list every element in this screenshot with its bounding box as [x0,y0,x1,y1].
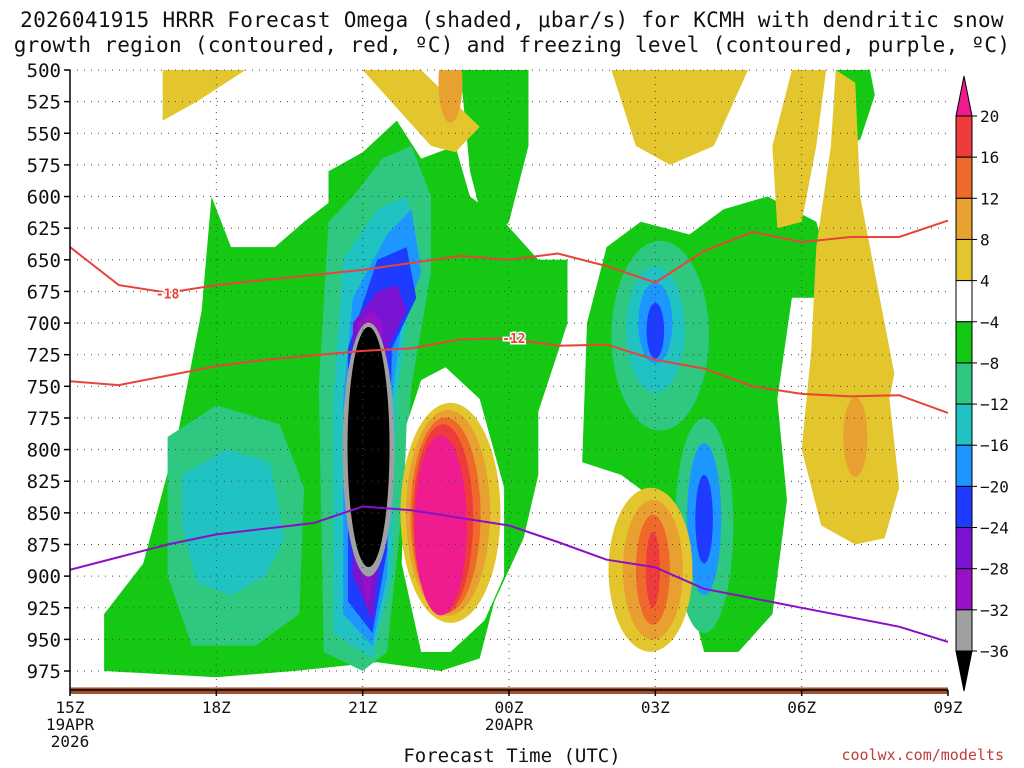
y-tick-label-575: 575 [27,155,61,177]
y-tick-label-825: 825 [27,471,61,493]
colorbar-bin-top [955,75,973,117]
omega-shading [104,70,900,678]
y-tick-label-975: 975 [27,661,61,683]
y-tick-label-700: 700 [27,313,61,335]
x-tick-sublabel-00Z-0: 20APR [485,715,534,734]
title-line-1: 2026041915 HRRR Forecast Omega (shaded, … [20,8,1004,32]
y-tick-label-850: 850 [27,503,61,525]
contour-line-1 [70,337,948,414]
colorbar-label-5: −4 [980,313,999,332]
colorbar-label-2: 12 [980,189,999,208]
colorbar-bin-1 [955,115,973,158]
omega-yellow-upper-mid [362,70,480,153]
omega-cyan-west [182,449,285,596]
x-tick-label-18Z: 18Z [202,698,231,717]
x-tick-label-00Z: 00Z [495,698,524,717]
axes: 500 525 550 575 600 625 650 675 700 725 750 775 800 8… [27,60,963,751]
y-tick-label-900: 900 [27,566,61,588]
colorbar-label-11: −28 [980,560,1009,579]
omega-yellow-upper-left [162,70,246,121]
colorbar-bin-3 [955,197,973,240]
x-axis-label: Forecast Time (UTC) [403,745,621,767]
colorbar-bin-8 [955,403,973,446]
colorbar-bin-bottom [955,650,973,692]
x-tick-label-03Z: 03Z [641,698,670,717]
colorbar-label-3: 8 [980,230,990,249]
y-tick-label-675: 675 [27,281,61,303]
y-tick-label-925: 925 [27,598,61,620]
colorbar-bin-7 [955,362,973,405]
x-tick-label-21Z: 21Z [348,698,377,717]
colorbar-bin-11 [955,527,973,570]
x-tick-sublabel-15Z-0: 19APR [46,715,95,734]
colorbar-label-0: 20 [980,107,999,126]
colorbar-bin-9 [955,444,973,487]
colorbar-label-10: −24 [980,519,1009,538]
omega-green-upper-column [460,70,529,248]
colorbar: 20 16 12 8 4 −4 −8 −12 −16 −20 −24 −28 −32 −36 [955,75,1009,692]
y-tick-label-625: 625 [27,218,61,240]
colorbar-bin-2 [955,156,973,199]
colorbar-bin-12 [955,568,973,611]
colorbar-bin-6 [955,321,973,364]
y-tick-label-875: 875 [27,534,61,556]
y-tick-label-650: 650 [27,250,61,272]
y-tick-label-750: 750 [27,376,61,398]
omega-blue-east [646,302,665,359]
colorbar-label-13: −36 [980,642,1009,661]
y-tick-label-600: 600 [27,187,61,209]
colorbar-label-7: −12 [980,395,1009,414]
omega-orange-east [843,396,868,477]
omega-yellow-east-column [801,70,900,545]
colorbar-label-4: 4 [980,272,990,291]
x-tick-label-15Z: 15Z [56,698,85,717]
omega-orange-upper-mid [438,70,463,123]
colorbar-label-9: −20 [980,477,1009,496]
contour-label--18: -18 [156,288,180,303]
omega-yellow-upper-east [611,70,748,165]
omega-descent-magenta [414,435,467,616]
omega-yellow-east-upper [772,70,827,229]
credit-text: coolwx.com/modelts [841,746,1004,764]
y-tick-label-725: 725 [27,345,61,367]
y-tick-label-800: 800 [27,440,61,462]
colorbar-label-6: −8 [980,354,999,373]
colorbar-label-12: −32 [980,601,1009,620]
y-tick-label-950: 950 [27,629,61,651]
omega-core-black [347,327,390,568]
x-tick-sublabel-15Z-1: 2026 [51,732,90,751]
colorbar-label-8: −16 [980,436,1009,455]
contour-line-0 [70,219,948,294]
contour-lines: -18 -12 [70,219,948,643]
x-tick-label-06Z: 06Z [787,698,816,717]
colorbar-label-1: 16 [980,148,999,167]
contour-line-2 [70,505,948,643]
y-tick-label-500: 500 [27,60,61,82]
colorbar-bin-10 [955,485,973,529]
title-line-2: growth region (contoured, red, ºC) and f… [13,33,1011,57]
y-tick-label-525: 525 [27,92,61,114]
colorbar-bin-5 [955,280,973,323]
y-tick-label-775: 775 [27,408,61,430]
colorbar-bin-13 [955,609,973,652]
chart-title: 2026041915 HRRR Forecast Omega (shaded, … [0,8,1024,58]
x-tick-label-09Z: 09Z [934,698,963,717]
colorbar-bin-4 [955,238,973,282]
omega-descent3z-red [645,531,660,608]
contour-label--12: -12 [502,332,525,347]
omega-blue-low-east [695,474,713,564]
y-tick-label-550: 550 [27,123,61,145]
